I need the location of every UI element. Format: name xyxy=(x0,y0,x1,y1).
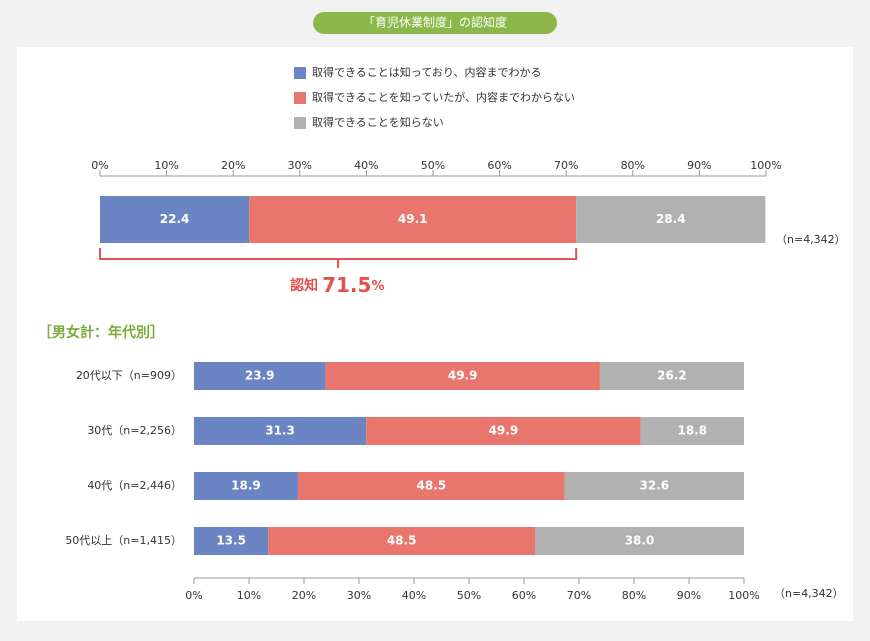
x-tick-label: 60% xyxy=(512,589,536,602)
bar-segment xyxy=(297,472,565,500)
value-label: 38.0 xyxy=(625,534,655,548)
x-tick-label: 20% xyxy=(221,159,245,172)
value-label: 18.8 xyxy=(677,424,707,438)
title: 「育児休業制度」の認知度 xyxy=(363,15,507,30)
legend-swatch xyxy=(294,67,306,79)
value-label: 18.9 xyxy=(231,479,261,493)
annotation: 認知 71.5% xyxy=(290,273,384,297)
bar-segment xyxy=(564,472,744,500)
value-label: 26.2 xyxy=(657,369,687,383)
annotation-unit: % xyxy=(371,279,384,294)
value-label: 23.9 xyxy=(245,369,275,383)
annotation-bracket xyxy=(99,248,578,268)
x-tick-label: 30% xyxy=(347,589,371,602)
x-tick-label: 40% xyxy=(402,589,426,602)
bar-segment xyxy=(100,196,250,243)
x-tick-label: 30% xyxy=(288,159,312,172)
legend-label: 取得できることは知っており、内容までわかる xyxy=(312,65,541,79)
x-tick-label: 0% xyxy=(91,159,108,172)
x-tick-label: 100% xyxy=(750,159,781,172)
bar-segment xyxy=(366,417,641,445)
value-label: 13.5 xyxy=(216,534,246,548)
x-tick-label: 40% xyxy=(354,159,378,172)
x-tick-label: 70% xyxy=(567,589,591,602)
sample-note: （n=4,342） xyxy=(774,587,844,600)
annotation-label: 認知 xyxy=(290,277,318,294)
value-label: 32.6 xyxy=(640,479,670,493)
bar-segment xyxy=(194,527,269,555)
legend-label: 取得できることを知らない xyxy=(312,115,444,129)
x-tick-label: 80% xyxy=(621,159,645,172)
x-tick-label: 90% xyxy=(677,589,701,602)
bar-segment xyxy=(640,417,744,445)
value-label: 49.1 xyxy=(398,212,428,226)
bar-segment xyxy=(599,362,744,390)
subtitle: ［男女計：年代別］ xyxy=(38,324,164,341)
value-label: 49.9 xyxy=(448,369,478,383)
bar-segment xyxy=(535,527,744,555)
legend-label: 取得できることを知っていたが、内容までわからない xyxy=(312,90,575,104)
category-label: 50代以上（n=1,415） xyxy=(65,534,182,547)
value-label: 28.4 xyxy=(656,212,686,226)
x-tick-label: 60% xyxy=(487,159,511,172)
bar-segment xyxy=(194,417,367,445)
x-tick-label: 10% xyxy=(154,159,178,172)
bar-segment xyxy=(194,472,298,500)
x-tick-label: 70% xyxy=(554,159,578,172)
legend-swatch xyxy=(294,92,306,104)
x-tick-label: 20% xyxy=(292,589,316,602)
category-label: 20代以下（n=909） xyxy=(76,369,182,382)
x-tick-label: 0% xyxy=(185,589,202,602)
x-tick-label: 10% xyxy=(237,589,261,602)
value-label: 48.5 xyxy=(387,534,417,548)
bar-segment xyxy=(268,527,535,555)
bar-segment xyxy=(194,362,326,390)
title-pill xyxy=(313,12,557,34)
panel xyxy=(17,47,853,621)
value-label: 49.9 xyxy=(489,424,519,438)
value-label: 31.3 xyxy=(265,424,295,438)
bar-segment xyxy=(249,196,577,243)
x-tick-label: 100% xyxy=(728,589,759,602)
category-label: 30代（n=2,256） xyxy=(87,424,182,437)
value-label: 48.5 xyxy=(417,479,447,493)
value-label: 22.4 xyxy=(160,212,190,226)
sample-note: （n=4,342） xyxy=(776,233,846,246)
category-label: 40代（n=2,446） xyxy=(87,479,182,492)
x-tick-label: 90% xyxy=(687,159,711,172)
bar-segment xyxy=(325,362,600,390)
x-tick-label: 50% xyxy=(457,589,481,602)
x-tick-label: 80% xyxy=(622,589,646,602)
legend-swatch xyxy=(294,117,306,129)
bar-segment xyxy=(576,196,766,243)
annotation-value: 71.5 xyxy=(322,273,371,297)
x-tick-label: 50% xyxy=(421,159,445,172)
